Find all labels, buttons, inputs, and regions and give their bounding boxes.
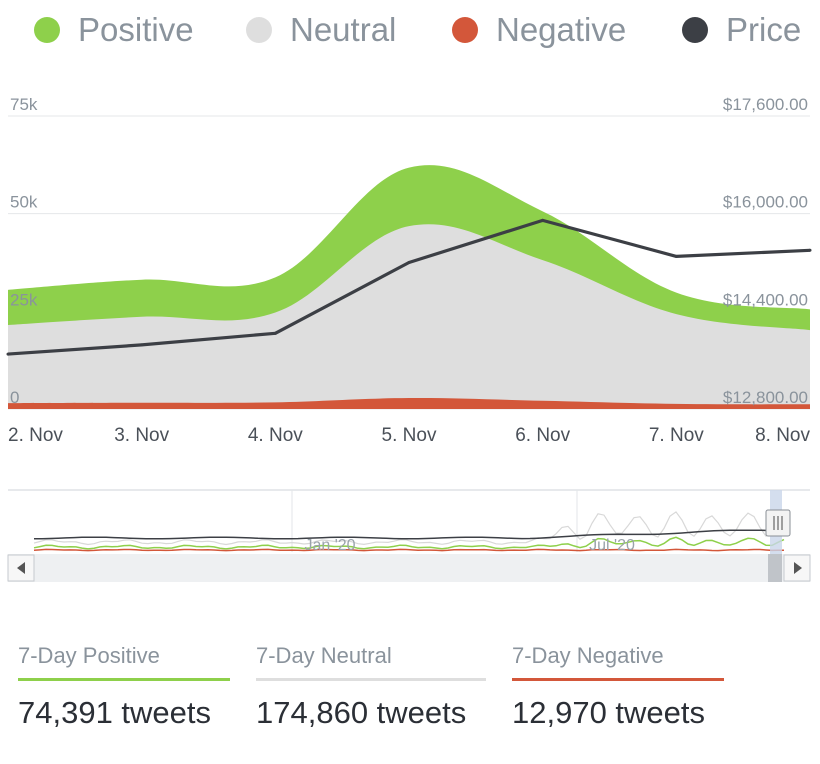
legend-label-price: Price (726, 11, 802, 48)
stat-neutral-underline (256, 678, 486, 681)
scroll-left-button[interactable] (7, 554, 35, 582)
legend-item-negative[interactable]: Negative (452, 8, 626, 52)
y-right-tick-label: $16,000.00 (723, 193, 808, 212)
x-tick-label: 4. Nov (248, 425, 303, 446)
legend-dot-neutral (246, 17, 272, 43)
legend-dot-negative (452, 17, 478, 43)
x-tick-label: 7. Nov (649, 425, 704, 446)
navigator-negative-line (33, 548, 785, 552)
price-point (140, 343, 144, 347)
stat-positive-underline (18, 678, 230, 681)
chart-legend: Positive Neutral Negative Price (0, 0, 820, 60)
stat-neutral-value: 174,860 tweets (256, 695, 467, 730)
navigator-scrollbar-track[interactable] (8, 554, 810, 582)
navigator-neutral-line (33, 511, 785, 546)
legend-label-positive: Positive (78, 11, 194, 48)
legend-item-price[interactable]: Price (682, 8, 801, 52)
legend-dot-price (682, 17, 708, 43)
y-right-tick-label: $12,800.00 (723, 388, 808, 407)
x-tick-label: 6. Nov (515, 425, 570, 446)
x-tick-label: 2. Nov (8, 425, 63, 446)
y-left-tick-label: 75k (10, 95, 38, 114)
navigator-label-jul: Jul '20 (589, 537, 635, 554)
stat-positive: 7-Day Positive 74,391 tweets (18, 640, 230, 731)
legend-dot-positive (34, 17, 60, 43)
stat-neutral: 7-Day Neutral 174,860 tweets (256, 640, 486, 731)
range-navigator[interactable]: Jan '20 Jul '20 (0, 470, 820, 590)
stat-negative-value: 12,970 tweets (512, 695, 706, 730)
arrow-left-icon (17, 562, 25, 574)
price-point (674, 254, 678, 258)
seven-day-stats: 7-Day Positive 74,391 tweets 7-Day Neutr… (0, 640, 820, 750)
y-right-tick-label: $17,600.00 (723, 95, 808, 114)
area-neutral (8, 224, 810, 409)
navigator-scrollbar-thumb[interactable] (768, 554, 782, 582)
stat-negative-title: 7-Day Negative (512, 643, 664, 668)
area-negative (8, 398, 810, 409)
y-right-tick-label: $14,400.00 (723, 290, 808, 309)
main-chart: 0 25k 50k 75k $12,800.00 $14,400.00 $16,000.00… (6, 95, 812, 446)
price-point (808, 248, 812, 252)
y-left-tick-label: 25k (10, 290, 38, 309)
legend-item-positive[interactable]: Positive (34, 8, 194, 52)
price-point (6, 352, 10, 356)
x-tick-label: 8. Nov (755, 425, 810, 446)
legend-label-neutral: Neutral (290, 11, 397, 48)
stat-neutral-title: 7-Day Neutral (256, 643, 392, 668)
navigator-price-line (33, 529, 787, 540)
stat-positive-title: 7-Day Positive (18, 643, 160, 668)
legend-item-neutral[interactable]: Neutral (246, 8, 396, 52)
stat-positive-value: 74,391 tweets (18, 695, 212, 730)
navigator-label-jan: Jan '20 (304, 537, 355, 554)
stat-negative: 7-Day Negative 12,970 tweets (512, 640, 724, 731)
legend-label-negative: Negative (496, 11, 627, 48)
arrow-right-icon (794, 562, 802, 574)
price-point (273, 331, 277, 335)
stat-negative-underline (512, 678, 724, 681)
y-left-tick-label: 0 (10, 388, 19, 407)
price-point (407, 261, 411, 264)
y-left-tick-label: 50k (10, 193, 38, 212)
x-tick-label: 5. Nov (382, 425, 437, 446)
navigator-positive-line (33, 536, 785, 550)
x-tick-label: 3. Nov (114, 425, 169, 446)
price-point (541, 218, 545, 222)
